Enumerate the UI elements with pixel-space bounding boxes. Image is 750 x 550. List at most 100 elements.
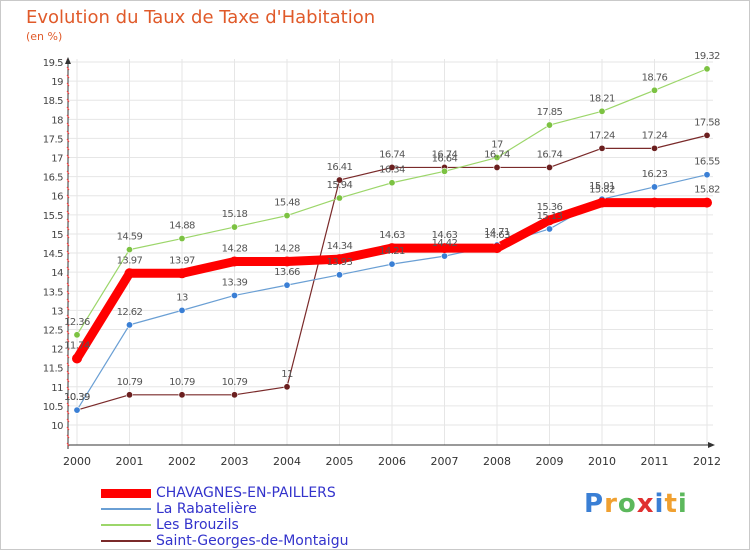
logo-letter: t [664,489,678,519]
x-tick-label: 2010 [588,455,616,468]
y-tick-label: 12 [51,345,63,356]
x-tick-label: 2012 [693,455,721,468]
y-tick-label: 14 [51,268,63,279]
x-tick-label: 2000 [63,455,91,468]
data-point [72,353,82,364]
y-axis-dot [66,162,70,167]
logo-letter: r [604,489,618,519]
legend-label: Les Brouzils [156,517,239,533]
data-label: 16.41 [327,162,353,173]
data-point [178,235,186,243]
data-point [703,65,711,73]
data-point [649,197,660,208]
y-tick-label: 13.5 [43,287,63,298]
data-label: 14.28 [274,243,300,254]
y-axis-dot [66,138,70,143]
y-tick-label: 16.5 [43,173,63,184]
data-point [702,197,712,208]
y-axis-dot [66,370,70,375]
legend-label: La Rabatelière [156,501,257,517]
data-labels: 11.74 13.97 13.97 14.28 14.28 14.34 14.63 14.63… [64,51,720,403]
data-point [492,243,502,254]
y-axis-dot [66,442,70,447]
y-axis-dot [66,250,70,255]
data-point [650,144,658,152]
data-point [544,215,555,226]
data-label: 10.79 [117,377,143,388]
y-axis-dot [66,434,70,439]
y-axis-dot [66,226,70,231]
data-label: 15.91 [589,181,615,192]
data-label: 16.74 [432,149,458,160]
data-point [177,268,187,279]
data-point [231,291,239,299]
data-point [598,107,606,115]
y-tick-label: 15 [51,230,63,241]
data-point [124,268,135,279]
x-tick-label: 2002 [168,455,196,468]
data-label: 16.55 [694,157,720,168]
y-axis-dot [66,234,70,239]
data-point [545,121,553,129]
data-point [440,252,448,260]
data-point [334,254,345,265]
y-axis-dot [66,298,70,303]
axes [65,57,715,449]
data-label: 17.85 [537,107,563,118]
y-tick-label: 11.5 [43,364,63,375]
data-label: 14.42 [432,238,458,249]
logo-letter: i [677,489,688,519]
logo-letter: i [654,489,665,519]
y-tick-label: 17 [51,154,63,165]
y-axis-dot [66,354,70,359]
data-label: 16.74 [379,149,405,160]
data-point [388,179,396,187]
y-axis-dot [66,346,70,351]
logo-letter: o [617,489,637,519]
data-point [703,171,711,179]
y-axis-dot [66,266,70,271]
data-point [231,391,239,399]
y-axis-dot [66,122,70,127]
data-label: 13.93 [327,257,353,268]
y-axis-dot [66,410,70,415]
y-axis-dot [66,218,70,223]
data-label: 15.82 [694,185,720,196]
x-axis-arrow [708,442,715,448]
y-axis-dot [66,82,70,87]
y-axis-dot [66,306,70,311]
data-label: 13.66 [274,267,300,278]
data-point [73,331,81,339]
y-axis-dot [66,274,70,279]
data-point [650,183,658,191]
y-tick-label: 12.5 [43,325,63,336]
data-label: 12.62 [117,307,143,318]
y-axis-dot [66,402,70,407]
legend-swatch [101,488,151,498]
x-tick-label: 2003 [221,455,249,468]
data-label: 16.74 [537,149,563,160]
data-label: 14.59 [117,232,143,243]
y-tick-label: 18 [51,115,63,126]
y-axis-dot [66,98,70,103]
data-label: 16.23 [642,169,668,180]
data-point [283,281,291,289]
y-tick-label: 17.5 [43,134,63,145]
y-tick-label: 19 [51,77,63,88]
data-label: 17.24 [589,130,615,141]
data-point [335,176,343,184]
data-label: 15.36 [537,202,563,213]
y-axis-dot [66,178,70,183]
y-axis-dot [66,338,70,343]
x-tick-label: 2005 [326,455,354,468]
data-label: 14.63 [379,230,405,241]
data-point [545,163,553,171]
y-axis-arrow [65,57,71,64]
data-point [703,131,711,139]
y-axis-dot [66,418,70,423]
data-label: 11.74 [64,341,90,352]
data-point [439,243,450,254]
data-point [597,197,607,208]
chart-title: Evolution du Taux de Taxe d'Habitation [26,7,376,28]
